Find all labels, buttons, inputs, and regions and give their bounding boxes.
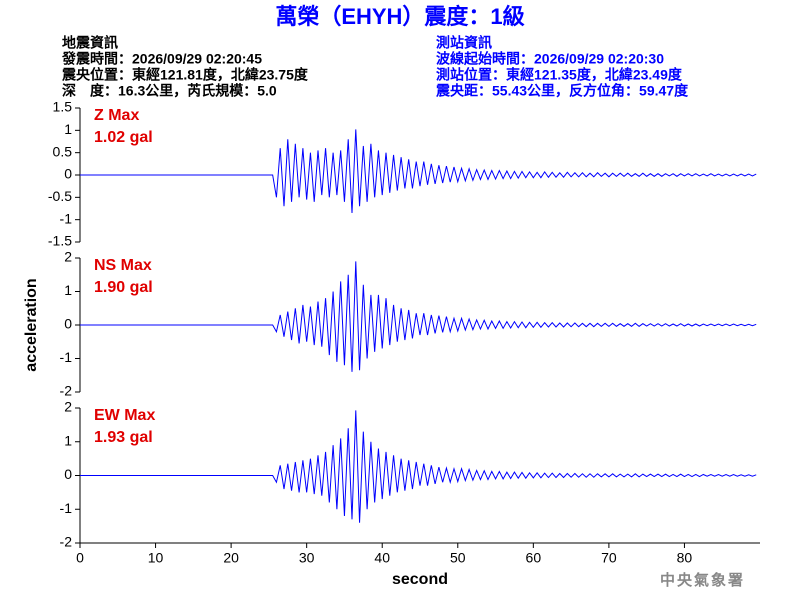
annotation: Z Max	[94, 107, 139, 124]
y-tick-label: 0	[64, 166, 72, 182]
y-tick-label: 1	[64, 282, 72, 298]
x-tick-label: 30	[299, 550, 315, 566]
y-tick-label: -0.5	[48, 188, 72, 204]
annotation: 1.02 gal	[94, 129, 153, 146]
info-line: 震央位置：東經121.81度，北緯23.75度	[61, 67, 309, 83]
info-line: 測站位置：東經121.35度，北緯23.49度	[436, 67, 683, 83]
info-line: 波線起始時間：2026/09/29 02:20:30	[436, 51, 664, 67]
y-tick-label: -2	[60, 383, 73, 399]
x-tick-label: 40	[374, 550, 390, 566]
info-line: 發震時間：2026/09/29 02:20:45	[61, 51, 262, 67]
annotation: NS Max	[94, 257, 152, 274]
info-line: 深 度：16.3公里，芮氏規模：5.0	[62, 83, 277, 99]
waveform	[80, 129, 757, 213]
y-tick-label: -2	[60, 534, 73, 550]
annotation: EW Max	[94, 407, 155, 424]
y-tick-label: 1	[64, 432, 72, 448]
annotation: 1.90 gal	[94, 279, 153, 296]
x-tick-label: 50	[450, 550, 466, 566]
x-tick-label: 0	[76, 550, 84, 566]
footer: 中央氣象署	[660, 571, 745, 589]
y-axis-label: acceleration	[23, 278, 40, 371]
y-tick-label: -1	[60, 210, 73, 226]
y-tick-label: 2	[64, 399, 72, 415]
waveform	[80, 261, 757, 372]
y-tick-label: -1	[60, 349, 73, 365]
y-tick-label: 0	[64, 316, 72, 332]
x-tick-label: 20	[223, 550, 239, 566]
y-tick-label: 1	[64, 121, 72, 137]
info-line: 測站資訊	[436, 35, 492, 51]
info-line: 地震資訊	[62, 35, 118, 51]
y-tick-label: -1	[60, 500, 73, 516]
chart-title: 萬榮（EHYH）震度：1級	[275, 4, 524, 29]
x-axis-label: second	[392, 571, 448, 588]
waveform	[80, 410, 757, 523]
y-tick-label: 2	[64, 249, 72, 265]
y-tick-label: 0.5	[53, 143, 73, 159]
y-tick-label: 1.5	[53, 99, 73, 115]
x-tick-label: 70	[601, 550, 617, 566]
x-tick-label: 60	[526, 550, 542, 566]
y-tick-label: 0	[64, 466, 72, 482]
info-line: 震央距：55.43公里，反方位角：59.47度	[435, 83, 689, 99]
annotation: 1.93 gal	[94, 429, 153, 446]
x-tick-label: 80	[677, 550, 693, 566]
y-tick-label: -1.5	[48, 233, 72, 249]
x-tick-label: 10	[148, 550, 164, 566]
